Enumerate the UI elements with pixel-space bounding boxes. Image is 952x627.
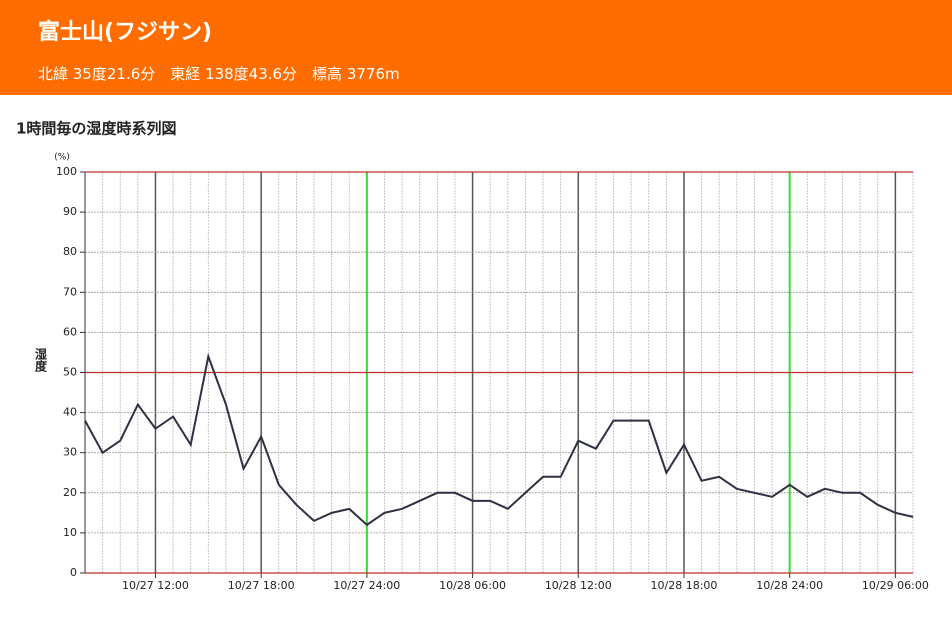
x-tick-label: 10/27 12:00 [122, 579, 189, 592]
y-tick-label: 10 [63, 526, 77, 539]
y-tick-label: 90 [63, 205, 77, 218]
chart: 1時間毎の湿度時系列図 (%) 湿度 10/27 12:00 10/27 18:0… [16, 120, 929, 593]
y-tick-label: 60 [63, 325, 77, 338]
station-title: 富士山(フジサン) [38, 20, 213, 45]
y-tick-label: 20 [63, 486, 77, 499]
station-info: 北緯 35度21.6分 東経 138度43.6分 標高 3776m [38, 65, 400, 83]
y-axis-label: 湿度 [34, 347, 48, 373]
y-tick-label: 30 [63, 446, 77, 459]
y-tick-label: 70 [63, 285, 77, 298]
y-tick-label: 40 [63, 406, 77, 419]
chart-title: 1時間毎の湿度時系列図 [16, 120, 176, 138]
y-tick-label: 100 [56, 165, 77, 178]
x-tick-label: 10/27 24:00 [333, 579, 400, 592]
y-tick-label: 80 [63, 245, 77, 258]
y-tick-label: 0 [70, 566, 77, 579]
x-tick-label: 10/27 18:00 [228, 579, 295, 592]
y-tick-label: 50 [63, 366, 77, 379]
y-unit: (%) [54, 153, 70, 163]
x-tick-label: 10/28 24:00 [756, 579, 823, 592]
x-tick-label: 10/28 18:00 [651, 579, 718, 592]
x-tick-label: 10/28 06:00 [439, 579, 506, 592]
x-tick-label: 10/29 06:00 [862, 579, 929, 592]
x-tick-label: 10/28 12:00 [545, 579, 612, 592]
header: 富士山(フジサン) 北緯 35度21.6分 東経 138度43.6分 標高 37… [0, 0, 952, 95]
data-line [84, 352, 914, 527]
